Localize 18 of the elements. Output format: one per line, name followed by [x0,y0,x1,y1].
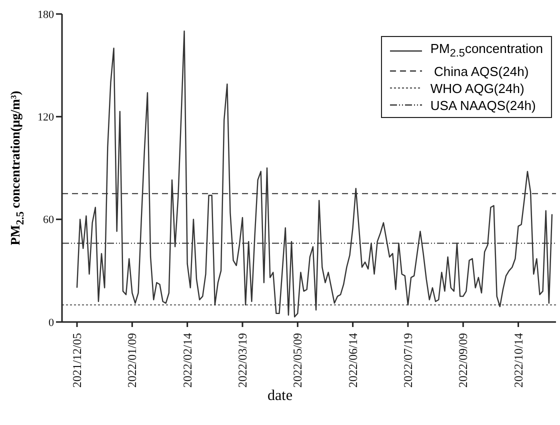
x-tick-label: 2022/06/14 [346,333,360,388]
x-tick-label: 2022/10/14 [511,333,526,388]
x-tick-label: 2022/01/09 [125,333,140,388]
y-tick-label: 120 [38,112,54,124]
x-tick-label: 2021/12/05 [70,333,84,388]
legend-label: PM$_{2.5}$concentration [430,40,543,62]
legend-label: China AQS(24h) [432,62,529,80]
y-tick-label: 180 [38,8,54,21]
y-tick-label: 60 [43,214,54,226]
x-tick-label: 2022/05/09 [290,333,305,388]
legend-label: WHO AQG(24h) [430,80,524,97]
x-tick-label: 2022/03/19 [235,333,250,388]
x-tick-label: 2022/02/14 [180,333,194,388]
y-tick-label: 0 [48,316,54,329]
x-tick-label: 2022/07/19 [400,333,415,388]
x-tick-label: 2022/09/09 [456,333,470,388]
legend-label: USA NAAQS(24h) [430,96,536,114]
x-axis-title: date [266,388,294,405]
